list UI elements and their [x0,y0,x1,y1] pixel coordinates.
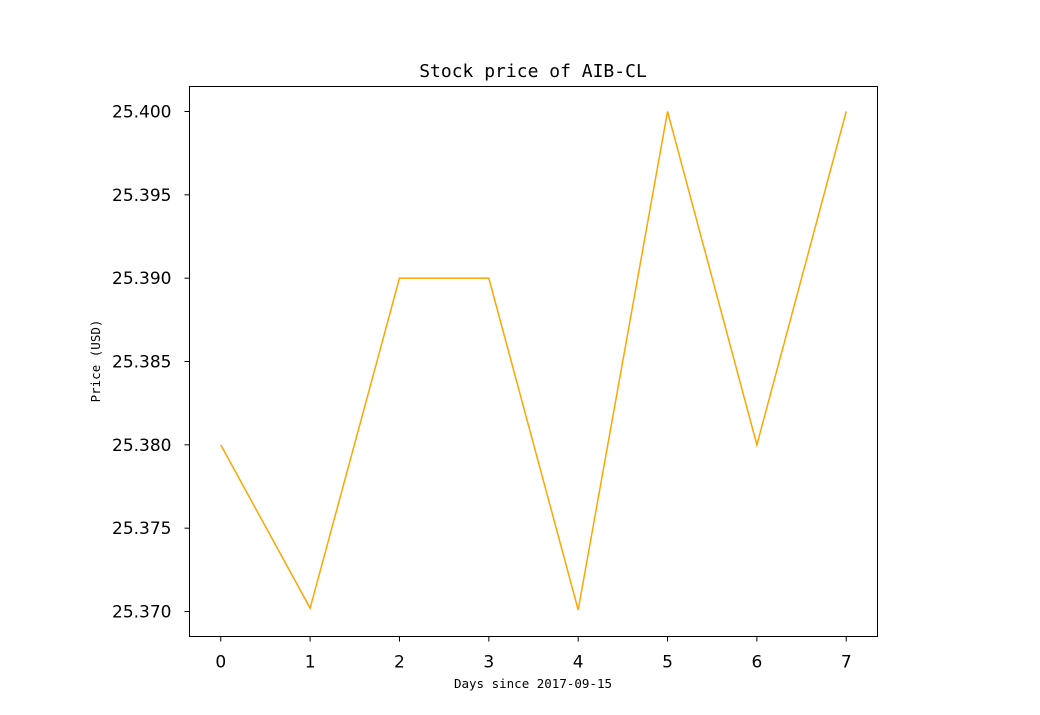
x-tick-label: 7 [841,653,852,673]
x-tick-label: 6 [751,653,762,673]
y-tick-label: 25.395 [112,186,171,206]
x-axis-label: Days since 2017-09-15 [454,676,612,691]
x-axis: 0 1 2 3 4 5 6 7 [215,636,852,673]
series-layer [220,111,847,611]
chart-title: Stock price of AIB-CL [419,61,647,82]
plot-frame [189,86,878,637]
y-tick-label: 25.385 [112,353,171,373]
x-tick-label: 1 [305,653,316,673]
series-line [220,111,847,611]
y-axis: 25.370 25.375 25.380 25.385 25.390 25.395 25.4… [112,103,190,623]
y-tick-label: 25.400 [112,103,171,123]
x-tick-label: 4 [573,653,584,673]
y-tick-label: 25.375 [112,519,171,539]
y-axis-label: Price (USD) [88,320,103,403]
x-tick-label: 2 [394,653,405,673]
x-tick-label: 5 [662,653,673,673]
x-tick-label: 3 [483,653,494,673]
y-tick-label: 25.390 [112,269,171,289]
y-tick-label: 25.380 [112,436,171,456]
y-tick-label: 25.370 [112,603,171,623]
x-tick-label: 0 [215,653,226,673]
